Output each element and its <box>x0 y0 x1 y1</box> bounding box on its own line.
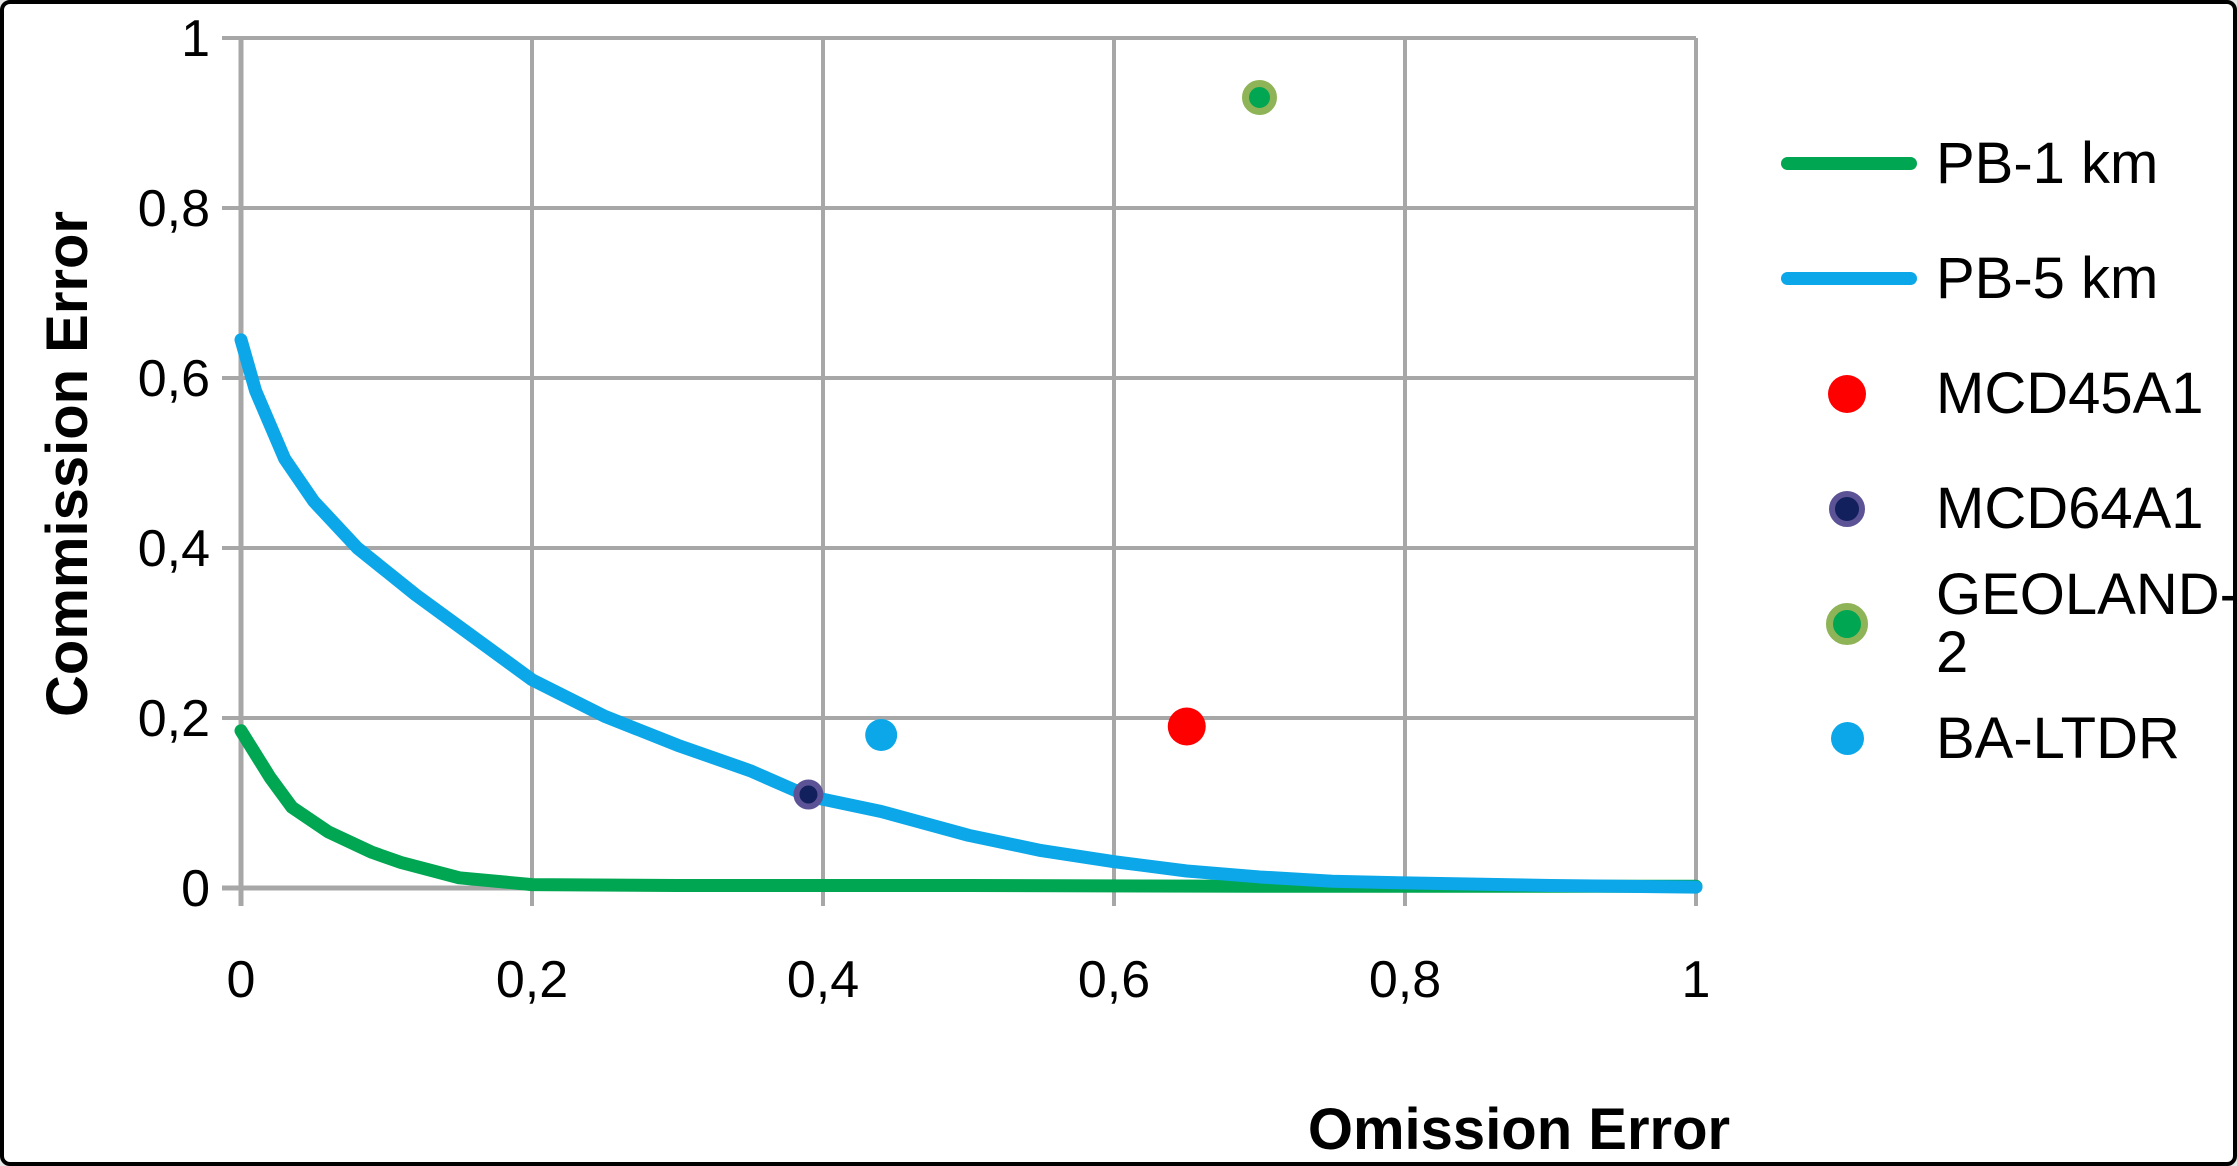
red-dot-icon <box>1828 374 1866 413</box>
x-tick-label: 0,2 <box>496 951 568 1009</box>
y-tick-label: 0,6 <box>138 350 210 408</box>
x-tick-label: 0,4 <box>787 951 859 1009</box>
data-point-MCD64A1 <box>793 779 824 810</box>
x-tick-label: 0,6 <box>1078 951 1150 1009</box>
x-tick-label: 1 <box>1682 951 1711 1009</box>
legend-item-mcd64a1: MCD64A1 <box>1774 451 2233 566</box>
legend-item-mcd45a1: MCD45A1 <box>1774 336 2233 451</box>
green-line-swatch-icon <box>1781 157 1917 170</box>
series-line-PB-5 km <box>234 333 1703 894</box>
data-point-GEOLAND-2 <box>1242 80 1277 115</box>
plot-area: 0 0,2 0,4 0,6 0,8 1 0 0,2 0,4 0,6 0,8 1 <box>138 10 1711 1009</box>
green-ringed-dot-icon <box>1826 602 1868 645</box>
y-tick-label: 0 <box>181 860 210 918</box>
x-tick-label: 0,8 <box>1369 951 1441 1009</box>
blue-line-swatch-icon <box>1781 272 1917 285</box>
legend-item-ba-ltdr: BA-LTDR <box>1774 681 2233 796</box>
x-axis-title: Omission Error <box>1307 1097 1731 1162</box>
y-tick-label: 0,2 <box>138 690 210 748</box>
legend-item-pb-1km: PB-1 km <box>1774 106 2233 221</box>
x-tick-label: 0 <box>227 951 256 1009</box>
series-line-PB-1 km <box>234 724 1703 893</box>
legend-label: MCD64A1 <box>1936 475 2204 541</box>
y-axis-title: Commission Error <box>35 211 101 717</box>
legend-label: PB-1 km <box>1936 130 2159 196</box>
y-tick-label: 0,8 <box>138 180 210 238</box>
navy-dot-icon <box>1829 490 1865 527</box>
data-point-BA-LTDR <box>865 719 898 751</box>
legend-label: BA-LTDR <box>1936 705 2180 771</box>
legend-item-pb-5km: PB-5 km <box>1774 221 2233 336</box>
lightblue-dot-icon <box>1831 722 1864 755</box>
legend-label: PB-5 km <box>1936 245 2159 311</box>
y-tick-label: 1 <box>181 10 210 68</box>
y-tick-label: 0,4 <box>138 520 210 578</box>
legend: PB-1 km PB-5 km MCD45A1 MCD64A1 GEOLAND-… <box>1774 106 2237 796</box>
data-point-MCD45A1 <box>1167 707 1206 746</box>
legend-label: MCD45A1 <box>1936 360 2204 426</box>
legend-item-geoland2: GEOLAND-2 <box>1774 561 2237 685</box>
legend-label: GEOLAND-2 <box>1936 561 2237 685</box>
